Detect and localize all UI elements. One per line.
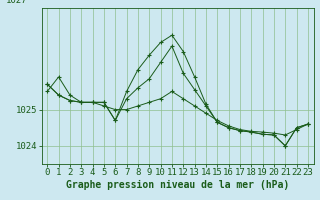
X-axis label: Graphe pression niveau de la mer (hPa): Graphe pression niveau de la mer (hPa) [66,180,289,190]
Text: 1027: 1027 [6,0,28,5]
